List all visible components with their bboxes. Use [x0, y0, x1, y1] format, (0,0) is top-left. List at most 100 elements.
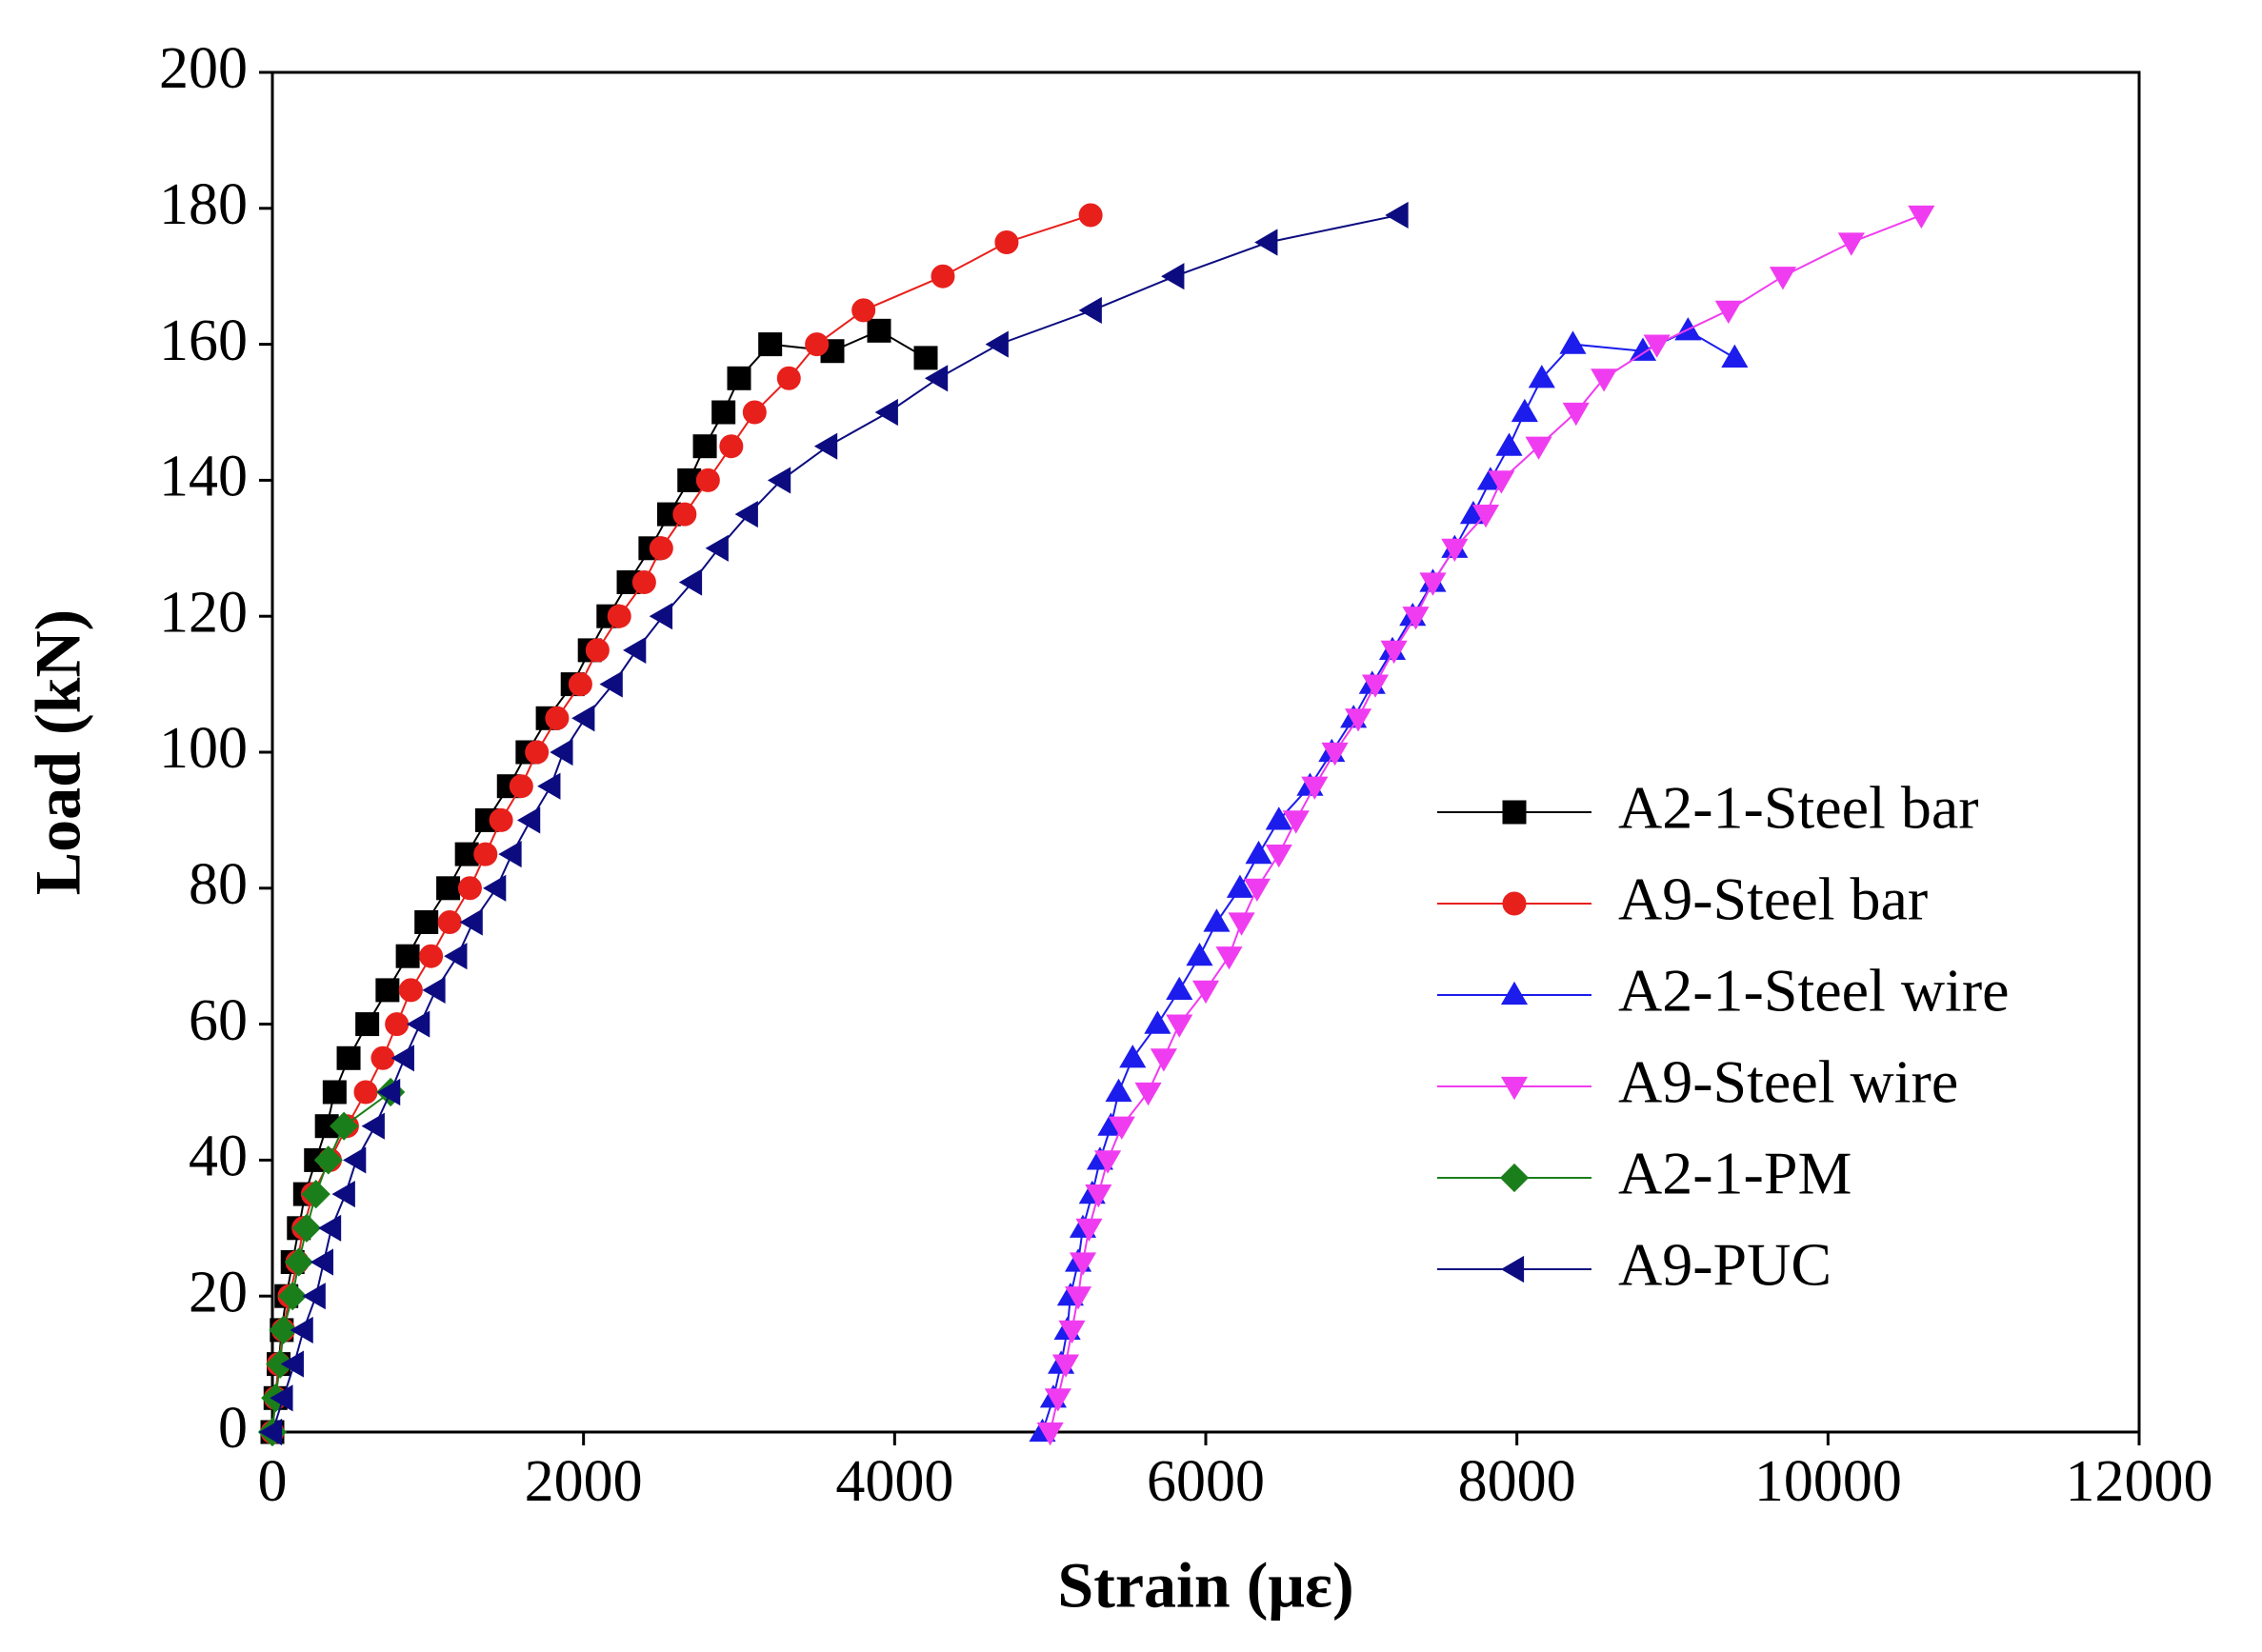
- legend-marker: [1502, 891, 1527, 916]
- marker: [758, 332, 783, 357]
- legend-label: A2-1-PM: [1618, 1140, 1852, 1207]
- marker: [1402, 607, 1430, 630]
- marker: [607, 604, 631, 628]
- series: [258, 201, 1409, 1446]
- marker: [1036, 1422, 1064, 1446]
- marker: [1528, 365, 1555, 388]
- marker: [1203, 908, 1231, 932]
- marker: [1078, 296, 1102, 324]
- marker: [649, 603, 673, 630]
- marker: [1150, 1048, 1177, 1072]
- marker: [1714, 300, 1742, 325]
- marker: [1511, 398, 1538, 423]
- marker: [1495, 432, 1523, 456]
- marker: [1488, 470, 1515, 494]
- marker: [1085, 1184, 1112, 1208]
- y-tick-label: 160: [159, 309, 248, 373]
- y-tick-label: 200: [159, 36, 248, 101]
- x-tick-label: 10000: [1754, 1449, 1902, 1514]
- marker: [1591, 368, 1618, 392]
- marker: [398, 978, 423, 1003]
- marker: [599, 670, 623, 698]
- marker: [313, 1145, 343, 1175]
- marker: [322, 1080, 347, 1105]
- marker: [727, 366, 751, 390]
- legend-marker: [1500, 981, 1529, 1005]
- marker: [355, 1012, 380, 1037]
- y-tick-label: 80: [189, 852, 248, 917]
- y-tick-label: 140: [159, 445, 248, 509]
- marker: [1441, 538, 1469, 562]
- marker: [291, 1213, 322, 1243]
- marker: [705, 534, 729, 562]
- marker: [1245, 840, 1272, 865]
- marker: [1321, 742, 1349, 766]
- marker: [1908, 205, 1935, 229]
- marker: [473, 842, 498, 866]
- series-line: [271, 329, 927, 1433]
- marker: [498, 841, 522, 868]
- marker: [568, 672, 592, 697]
- marker: [1064, 1286, 1092, 1310]
- marker: [1215, 946, 1243, 970]
- marker: [406, 1010, 430, 1038]
- marker: [585, 638, 610, 663]
- marker: [525, 740, 550, 765]
- y-tick-label: 100: [159, 716, 248, 781]
- marker: [1721, 344, 1749, 368]
- marker: [649, 536, 673, 561]
- marker: [419, 944, 444, 968]
- series-line: [271, 213, 1091, 1433]
- marker: [457, 876, 482, 901]
- x-tick-label: 2000: [525, 1449, 643, 1514]
- marker: [1471, 505, 1500, 528]
- x-tick-label: 4000: [835, 1449, 953, 1514]
- marker: [1166, 1014, 1193, 1038]
- marker: [317, 1214, 342, 1242]
- legend-marker: [1500, 1255, 1525, 1284]
- marker: [375, 978, 400, 1003]
- marker: [1562, 402, 1590, 427]
- marker: [1243, 878, 1271, 902]
- marker: [623, 636, 647, 664]
- marker: [1301, 776, 1329, 800]
- marker: [444, 943, 468, 970]
- marker: [1075, 1218, 1103, 1242]
- marker: [301, 1179, 330, 1209]
- marker: [385, 1012, 410, 1037]
- marker: [931, 264, 955, 289]
- y-tick-label: 0: [218, 1396, 248, 1461]
- marker: [1166, 976, 1193, 1000]
- marker: [330, 1111, 359, 1141]
- marker: [459, 908, 483, 936]
- marker: [1385, 201, 1409, 229]
- marker: [813, 432, 838, 460]
- legend-label: A9-Steel bar: [1618, 866, 1928, 933]
- marker: [711, 400, 736, 425]
- marker: [734, 501, 758, 528]
- marker: [1078, 203, 1103, 228]
- marker: [1265, 806, 1292, 830]
- marker: [1643, 334, 1671, 358]
- marker: [1044, 1388, 1071, 1412]
- marker: [550, 738, 573, 766]
- marker: [776, 366, 801, 390]
- marker: [537, 772, 561, 800]
- marker: [395, 944, 420, 968]
- series-line: [271, 213, 1399, 1433]
- marker: [390, 1045, 414, 1072]
- marker: [302, 1283, 326, 1310]
- marker: [290, 1316, 313, 1343]
- y-tick-label: 20: [189, 1260, 248, 1324]
- marker: [672, 502, 697, 527]
- marker: [310, 1248, 333, 1276]
- marker: [985, 330, 1009, 358]
- marker: [678, 568, 703, 596]
- marker: [1186, 943, 1213, 966]
- marker: [867, 318, 891, 343]
- y-tick-label: 120: [159, 580, 248, 645]
- marker: [1069, 1252, 1097, 1276]
- marker: [280, 1350, 304, 1378]
- series: [1036, 205, 1935, 1446]
